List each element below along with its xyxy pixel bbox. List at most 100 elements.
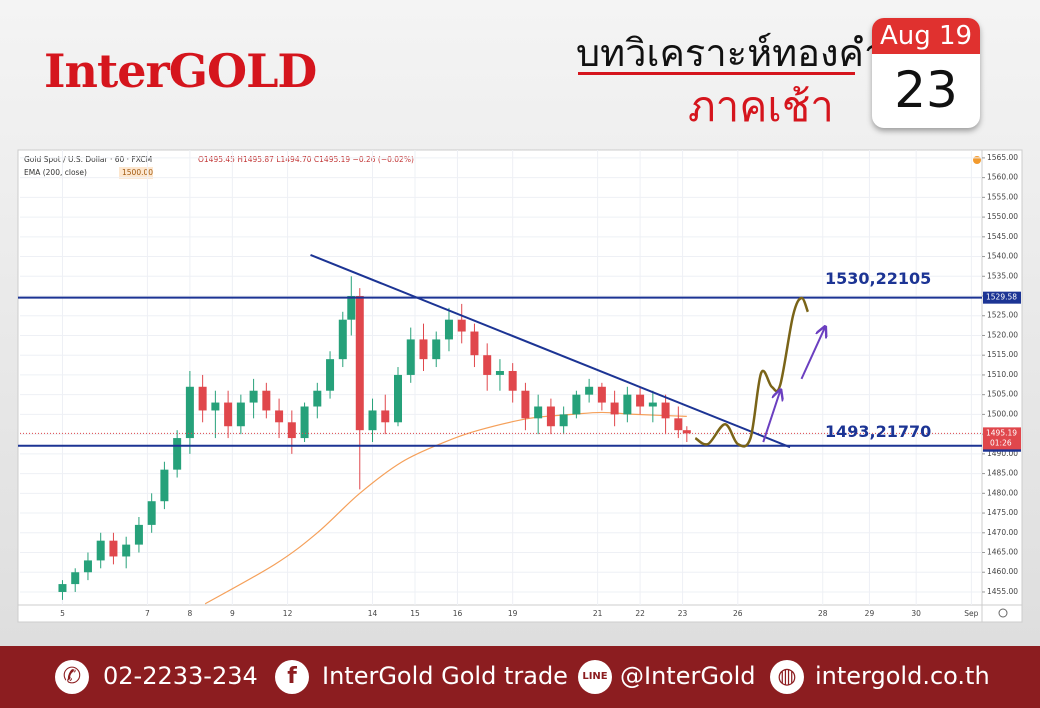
x-tick-label: 9 [230, 609, 235, 618]
calendar: Aug 19 23 [872, 18, 980, 128]
candle-body [313, 390, 322, 407]
candle-body [83, 560, 92, 573]
last-price-label: 1495.19 [986, 428, 1017, 437]
underline [578, 72, 855, 75]
indicator-value: 1500.00 [122, 168, 153, 177]
facebook[interactable]: InterGold Gold trade [322, 662, 568, 690]
x-tick-label: 7 [145, 609, 150, 618]
candle-body [368, 410, 377, 431]
trendline [310, 254, 791, 449]
candle-body [457, 319, 466, 332]
chart-frame [17, 149, 1023, 623]
candle-body [636, 394, 645, 407]
candle-body [262, 390, 271, 411]
y-tick-label: 1460.00 [987, 567, 1018, 576]
candle-body [674, 418, 683, 431]
candle-body [109, 540, 118, 557]
x-tick-label: 29 [865, 609, 875, 618]
candle-body [300, 406, 309, 439]
title: บทวิเคราะห์ทองคำ [576, 31, 886, 75]
line-id[interactable]: @InterGold [620, 662, 756, 690]
candle-body [173, 438, 182, 470]
y-tick-label: 1490.00 [987, 449, 1018, 458]
candle-body [122, 544, 131, 557]
candle-body [432, 339, 441, 360]
candle-body [355, 296, 364, 431]
x-tick-label: 22 [635, 609, 645, 618]
footer: ✆ 02-2233-234 f InterGold Gold trade LIN… [0, 646, 1040, 708]
candle-body [160, 469, 169, 502]
candle-body [470, 331, 479, 356]
x-tick-label: 26 [733, 609, 743, 618]
x-tick-label: 23 [678, 609, 688, 618]
candle-body [623, 394, 632, 415]
candle-body [572, 394, 581, 415]
candle-body [198, 386, 207, 411]
plot [20, 150, 982, 605]
candle-body [444, 319, 453, 340]
facebook-icon: f [275, 660, 309, 694]
website[interactable]: intergold.co.th [815, 662, 990, 690]
globe-icon: ◍ [770, 660, 804, 694]
symbol: Gold Spot / U.S. Dollar · 60 · FXCM [24, 155, 152, 164]
candle-body [381, 410, 390, 423]
candle-body [546, 406, 555, 427]
level-label: 1529.58 [986, 293, 1017, 302]
x-tick-label: 12 [283, 609, 293, 618]
y-tick-label: 1465.00 [987, 548, 1018, 557]
candle-body [661, 402, 670, 419]
phone-icon: ✆ [55, 660, 89, 694]
y-tick-label: 1475.00 [987, 508, 1018, 517]
candle-body [648, 402, 657, 407]
ema-line [204, 411, 687, 605]
candle-body [495, 370, 504, 375]
y-tick-label: 1545.00 [987, 232, 1018, 241]
candle-body [521, 390, 530, 419]
candle-body [682, 430, 691, 434]
x-tick-label: 15 [410, 609, 420, 618]
phone[interactable]: 02-2233-234 [103, 662, 258, 690]
calendar-day: 23 [894, 61, 958, 119]
candle-body [534, 406, 543, 419]
candle-body [147, 501, 156, 525]
y-tick-label: 1520.00 [987, 330, 1018, 339]
candle-body [610, 402, 619, 415]
candle-body [275, 410, 284, 423]
level-badge [983, 291, 1021, 304]
y-tick-label: 1555.00 [987, 192, 1018, 201]
candle-body [249, 390, 258, 403]
candle-body [96, 540, 105, 561]
last-price-badge [983, 427, 1021, 450]
ohlc-info: O1495.45 H1495.87 L1494.70 C1495.19 −0.2… [198, 155, 414, 164]
candle-body [134, 524, 143, 545]
x-tick-label: Sep [964, 609, 978, 618]
level-annotation: 1493,21770 [825, 422, 931, 441]
y-tick-label: 1505.00 [987, 390, 1018, 399]
x-tick-label: 21 [593, 609, 603, 618]
candle-body [508, 370, 517, 391]
x-tick-label: 5 [60, 609, 65, 618]
x-tick-label: 28 [818, 609, 828, 618]
candle-body [394, 374, 403, 423]
indicator-badge [119, 167, 153, 179]
y-tick-label: 1540.00 [987, 252, 1018, 261]
candle-body [185, 386, 194, 439]
x-tick-label: 16 [453, 609, 463, 618]
candle-body [347, 296, 356, 320]
indicator: EMA (200, close) [24, 168, 87, 177]
arrow [800, 328, 824, 380]
line-icon: LINE [578, 660, 612, 694]
candle-body [224, 402, 233, 427]
y-tick-label: 1485.00 [987, 469, 1018, 478]
x-tick-label: 19 [508, 609, 518, 618]
level-annotation: 1530,22105 [825, 269, 931, 288]
countdown: 01:26 [990, 438, 1012, 447]
settings-icon[interactable] [998, 608, 1008, 618]
subtitle: ภาคเช้า [688, 82, 834, 131]
calendar-month: Aug 19 [872, 18, 980, 54]
candle-body [419, 339, 428, 360]
y-tick-label: 1560.00 [987, 173, 1018, 182]
logo: InterGOLD [44, 44, 317, 98]
